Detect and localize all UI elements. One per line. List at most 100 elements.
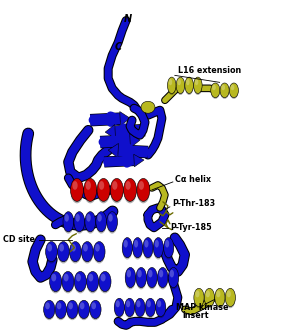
Ellipse shape	[75, 214, 80, 222]
Ellipse shape	[44, 300, 55, 319]
Ellipse shape	[64, 274, 69, 282]
Ellipse shape	[63, 212, 74, 232]
Ellipse shape	[215, 290, 225, 308]
Ellipse shape	[186, 79, 190, 85]
Ellipse shape	[185, 77, 193, 94]
Polygon shape	[108, 143, 119, 158]
Ellipse shape	[97, 178, 110, 201]
Ellipse shape	[51, 274, 56, 282]
Polygon shape	[120, 112, 130, 126]
Ellipse shape	[107, 212, 117, 232]
Ellipse shape	[136, 269, 146, 289]
Ellipse shape	[204, 288, 215, 307]
Ellipse shape	[88, 274, 93, 282]
Ellipse shape	[122, 239, 132, 260]
Ellipse shape	[74, 272, 86, 292]
Ellipse shape	[194, 78, 202, 95]
Ellipse shape	[67, 300, 78, 319]
Ellipse shape	[211, 84, 220, 99]
Ellipse shape	[137, 270, 142, 278]
Ellipse shape	[47, 244, 52, 252]
Ellipse shape	[127, 270, 131, 278]
Ellipse shape	[93, 241, 105, 262]
Ellipse shape	[125, 269, 136, 289]
Ellipse shape	[204, 290, 215, 308]
Ellipse shape	[59, 244, 64, 252]
Ellipse shape	[63, 213, 74, 233]
Ellipse shape	[95, 244, 100, 252]
Ellipse shape	[153, 239, 163, 260]
Ellipse shape	[85, 213, 96, 233]
Ellipse shape	[136, 300, 141, 307]
Ellipse shape	[87, 273, 99, 293]
Ellipse shape	[107, 213, 117, 233]
Ellipse shape	[91, 302, 96, 309]
Ellipse shape	[216, 290, 220, 297]
Ellipse shape	[85, 212, 96, 232]
Ellipse shape	[137, 178, 150, 201]
Text: P-Thr-183: P-Thr-183	[172, 199, 215, 208]
Ellipse shape	[50, 273, 62, 293]
Ellipse shape	[211, 83, 220, 98]
Ellipse shape	[143, 239, 153, 260]
Ellipse shape	[194, 290, 204, 308]
Ellipse shape	[157, 300, 161, 307]
Ellipse shape	[148, 270, 152, 278]
Ellipse shape	[84, 180, 97, 203]
Ellipse shape	[71, 178, 84, 201]
Ellipse shape	[78, 302, 90, 320]
Ellipse shape	[135, 298, 145, 317]
Ellipse shape	[125, 300, 135, 318]
Ellipse shape	[195, 79, 198, 85]
Ellipse shape	[176, 77, 185, 94]
Ellipse shape	[112, 181, 117, 190]
Ellipse shape	[125, 181, 131, 190]
Ellipse shape	[110, 178, 123, 201]
Ellipse shape	[74, 273, 86, 293]
Ellipse shape	[124, 180, 137, 203]
Ellipse shape	[82, 241, 93, 262]
Ellipse shape	[93, 243, 105, 264]
Ellipse shape	[231, 85, 234, 90]
Ellipse shape	[86, 214, 91, 222]
Ellipse shape	[225, 290, 235, 308]
Text: N: N	[124, 14, 132, 24]
Text: L16 extension: L16 extension	[178, 66, 241, 75]
Ellipse shape	[227, 290, 231, 297]
Ellipse shape	[137, 180, 150, 203]
Ellipse shape	[86, 181, 91, 190]
Ellipse shape	[69, 243, 81, 264]
Ellipse shape	[74, 213, 85, 233]
Ellipse shape	[195, 290, 199, 297]
Ellipse shape	[90, 302, 101, 320]
Ellipse shape	[141, 101, 155, 113]
Text: C: C	[115, 41, 122, 51]
Ellipse shape	[147, 300, 151, 307]
Ellipse shape	[57, 243, 69, 264]
Ellipse shape	[156, 300, 166, 318]
Ellipse shape	[72, 181, 78, 190]
Ellipse shape	[82, 243, 93, 264]
Text: P-Tyr-185: P-Tyr-185	[170, 223, 212, 232]
Text: MAP kinase: MAP kinase	[176, 303, 228, 312]
Ellipse shape	[155, 240, 159, 247]
Ellipse shape	[108, 214, 113, 222]
Ellipse shape	[135, 300, 145, 318]
Ellipse shape	[101, 274, 106, 282]
Text: insert: insert	[183, 311, 209, 320]
Ellipse shape	[225, 288, 235, 307]
Ellipse shape	[212, 85, 216, 90]
Ellipse shape	[83, 244, 88, 252]
Ellipse shape	[114, 298, 124, 317]
Ellipse shape	[99, 181, 104, 190]
Polygon shape	[105, 125, 115, 139]
Ellipse shape	[159, 270, 163, 278]
Ellipse shape	[147, 268, 157, 288]
Ellipse shape	[116, 300, 120, 307]
Ellipse shape	[125, 268, 136, 288]
Ellipse shape	[57, 241, 69, 262]
Ellipse shape	[74, 212, 85, 232]
Ellipse shape	[71, 180, 84, 203]
Polygon shape	[134, 154, 144, 167]
Ellipse shape	[45, 302, 50, 309]
